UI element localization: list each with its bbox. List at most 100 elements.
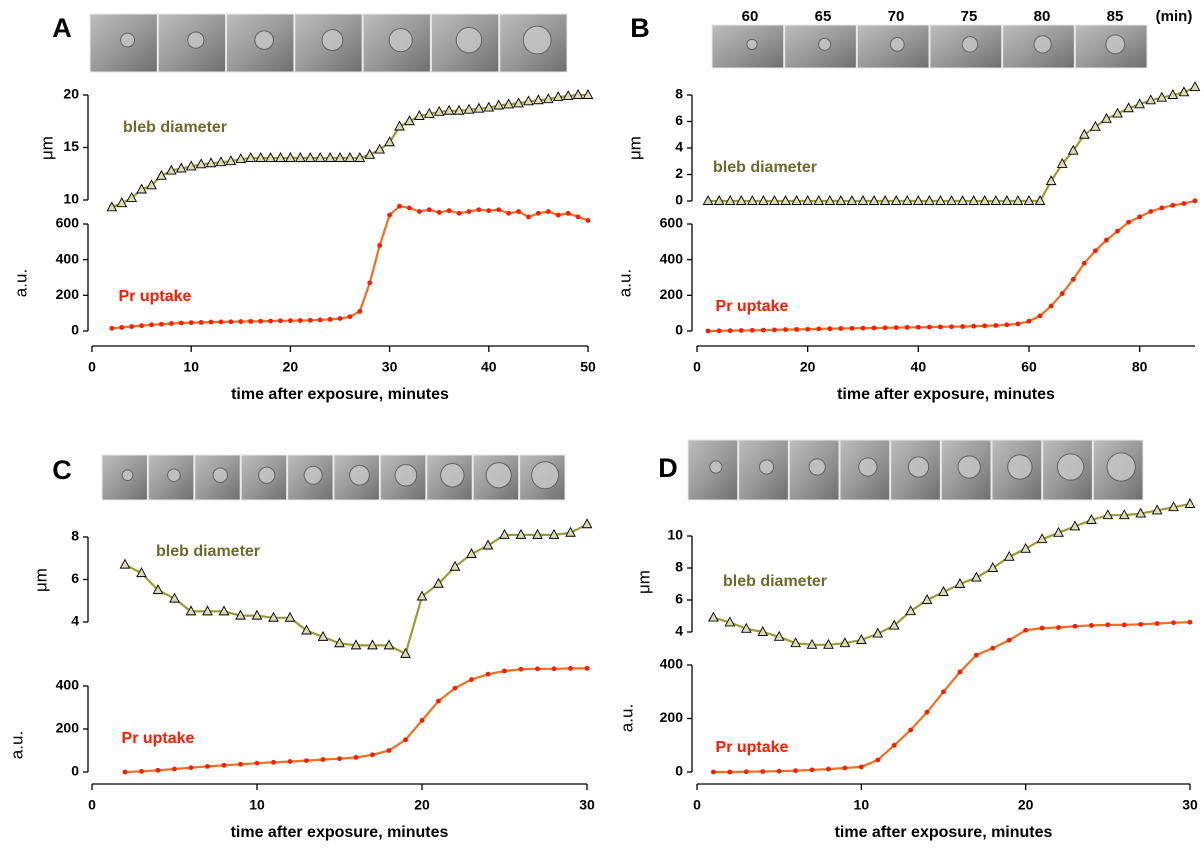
dot-marker [1105, 622, 1111, 628]
triangle-marker [1112, 107, 1123, 118]
x-tick-label: 20 [800, 359, 816, 375]
image-cell [531, 461, 560, 490]
image-cell [212, 467, 229, 483]
dot-marker [908, 727, 914, 733]
dot-marker [1037, 313, 1043, 319]
y-tick-label: 8 [71, 528, 79, 544]
triangle-marker [394, 120, 405, 131]
dot-marker [705, 328, 711, 334]
dot-marker [555, 212, 561, 218]
image-cell [303, 465, 323, 485]
dot-marker [575, 214, 581, 220]
dot-marker [871, 325, 877, 331]
triangle-marker [868, 195, 880, 205]
triangle-marker [499, 528, 510, 539]
dot-marker [357, 308, 363, 314]
series-line [713, 621, 1191, 774]
triangle-marker [1086, 514, 1097, 524]
dot-marker [551, 666, 557, 672]
triangle-marker [156, 169, 167, 180]
dot-marker [436, 698, 441, 704]
triangle-marker [449, 560, 461, 571]
triangle-marker [324, 152, 336, 162]
image-cell [818, 37, 832, 51]
dot-marker [416, 209, 422, 214]
triangle-marker [724, 195, 736, 205]
dot-marker [1170, 202, 1176, 208]
image-cell [440, 463, 465, 488]
y2-axis-label: a.u. [11, 269, 30, 297]
dot-marker [327, 317, 333, 322]
triangle-marker [169, 592, 180, 603]
y-tick-label: 4 [675, 139, 683, 155]
dot-marker [904, 325, 910, 330]
dot-marker [139, 768, 144, 774]
triangle-marker [533, 94, 544, 105]
dot-marker [1115, 228, 1120, 234]
triangle-marker [1102, 509, 1114, 520]
strip-unit: (min) [1156, 8, 1193, 25]
triangle-marker [116, 197, 128, 208]
triangle-marker [523, 95, 534, 106]
dot-marker [208, 319, 214, 325]
x-tick-label: 20 [414, 797, 430, 813]
x-tick-label: 0 [693, 359, 701, 375]
triangle-marker [582, 89, 594, 99]
image-cell [907, 456, 930, 478]
dot-marker [228, 319, 234, 325]
image-cell [167, 468, 181, 483]
triangle-marker [581, 518, 593, 529]
triangle-marker [119, 558, 131, 569]
triangle-marker [1056, 157, 1068, 168]
series-line [708, 86, 1196, 203]
dot-marker [849, 325, 855, 331]
dot-marker [927, 324, 932, 330]
dot-marker [337, 756, 342, 762]
dot-marker [288, 318, 293, 324]
dot-marker [367, 280, 373, 286]
triangle-marker [872, 627, 884, 638]
triangle-marker [152, 584, 164, 595]
dot-marker [535, 666, 540, 672]
triangle-marker [235, 153, 247, 163]
dot-marker [419, 718, 425, 723]
triangle-marker [823, 638, 834, 649]
dot-marker [506, 210, 512, 216]
strip-time-label: 85 [1107, 8, 1124, 25]
image-cell [121, 469, 134, 482]
strip-time-label: 65 [815, 8, 832, 25]
dot-marker [268, 318, 273, 324]
x-tick-label: 50 [580, 359, 596, 375]
dot-marker [238, 761, 243, 767]
image-frame [784, 24, 857, 69]
dot-marker [941, 689, 946, 695]
triangle-marker [1078, 128, 1090, 139]
triangle-marker [1168, 501, 1179, 512]
dot-marker [1015, 321, 1021, 327]
series-label: Pr uptake [716, 298, 789, 315]
x-tick-label: 60 [1021, 359, 1037, 375]
image-cell [258, 466, 276, 484]
dot-marker [221, 762, 227, 768]
dot-marker [446, 208, 452, 214]
triangle-marker [1145, 94, 1157, 105]
triangle-marker [334, 637, 345, 648]
triangle-marker [724, 616, 736, 627]
series-line [111, 205, 589, 330]
triangle-marker [195, 158, 207, 169]
y-tick-label: 6 [675, 591, 683, 607]
y2-axis-label: a.u. [615, 269, 634, 297]
triangle-marker [924, 195, 935, 205]
y-tick-label: 400 [660, 250, 684, 266]
triangle-marker [1189, 81, 1201, 91]
triangle-marker [855, 634, 867, 644]
dot-marker [973, 652, 979, 658]
dot-marker [188, 765, 194, 771]
dot-marker [320, 757, 326, 762]
triangle-marker [532, 528, 543, 539]
dot-marker [278, 318, 283, 324]
dot-marker [387, 212, 392, 218]
dot-marker [248, 318, 254, 324]
dot-marker [882, 325, 888, 331]
image-cell [321, 29, 344, 52]
